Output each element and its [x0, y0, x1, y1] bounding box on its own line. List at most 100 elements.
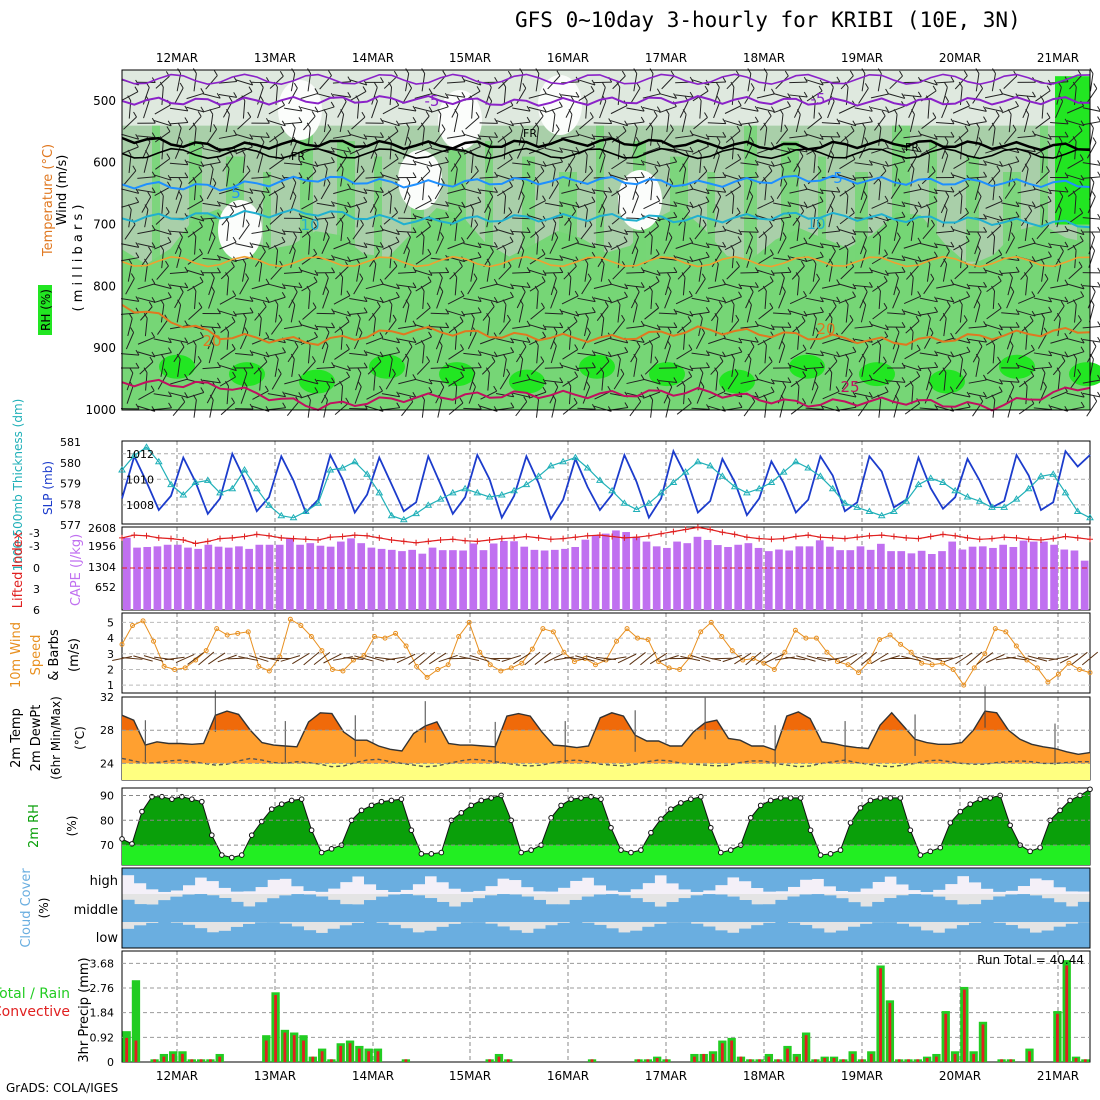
wind-barb [548, 183, 559, 200]
wind-barb [127, 263, 133, 282]
wind-barb-flag [344, 206, 349, 212]
lifted-index-marker [854, 534, 861, 541]
wind-barb-flag [312, 302, 317, 308]
wind-barb [806, 201, 824, 209]
wind-barb-flag [200, 331, 204, 338]
cloud-bar-high [376, 868, 389, 890]
wind-barb-flag [836, 118, 841, 124]
wind-barb-flag [246, 165, 251, 172]
cloud-bar-middle [400, 894, 413, 922]
wind-barb-flag [376, 246, 380, 252]
wind-barb-flag [298, 213, 303, 219]
date-label-top: 19MAR [841, 51, 883, 65]
precip-convective-bar [274, 994, 277, 1062]
wind-barb-flag [487, 204, 491, 210]
wind-barb [1041, 263, 1045, 282]
wind-barb-flag [665, 108, 670, 115]
cape-bar [418, 553, 427, 610]
cape-bar [459, 550, 467, 610]
wind-barb-flag [440, 178, 445, 184]
wind-barb [985, 161, 1003, 167]
wind-barb [448, 376, 464, 387]
wind-barb-flag [551, 108, 556, 115]
wind-barb [890, 183, 902, 199]
wind-barb-flag [200, 387, 205, 393]
wind-barb-flag [553, 327, 558, 333]
wind-barb-flag [144, 258, 148, 265]
wind-barb [467, 332, 477, 350]
wind-barb [383, 158, 399, 170]
wind-barb-flag [231, 343, 236, 350]
lifted-index-marker [707, 526, 714, 533]
precip-convective-bar [935, 1056, 938, 1062]
wind-barb [414, 93, 433, 99]
wind-barb-flag [700, 381, 705, 388]
date-label-bottom: 16MAR [547, 1069, 589, 1083]
wind-barb-flag [200, 106, 205, 113]
cloud-bar-high [158, 868, 171, 892]
wind10-marker [256, 663, 262, 669]
wind-barb [267, 228, 286, 235]
wind-barb-flag [375, 191, 380, 198]
wind-barb [911, 386, 914, 405]
wind-barb [530, 307, 545, 320]
wind-barb-flag [958, 190, 963, 197]
wind-barb-flag [542, 106, 547, 112]
wind-barb [235, 91, 253, 101]
wind-barb [402, 291, 412, 309]
wind-barb [371, 155, 378, 173]
wind-barb-flag [339, 163, 344, 169]
rh-green-streak [707, 172, 715, 262]
cloud-bar-low [291, 926, 304, 948]
wind-barb-flag [999, 270, 1003, 276]
wind-barb [893, 223, 899, 241]
wind-barb-flag [279, 260, 284, 267]
wind-barb [1087, 291, 1096, 309]
wind-barb [1020, 265, 1033, 280]
wind-barb [308, 290, 311, 309]
wind-barb [1033, 311, 1052, 316]
wind-barb-flag [950, 351, 955, 357]
precip-convective-bar [720, 1043, 724, 1062]
wind-barb [544, 257, 563, 261]
wind-barb [381, 338, 400, 344]
wind-barb-flag [232, 365, 237, 371]
wind-barb-flag [396, 391, 401, 397]
millibars-axis-label: ( m i l l i b a r s ) [71, 205, 86, 312]
thickness-marker [461, 484, 469, 492]
wind-barb-flag [312, 166, 317, 172]
wind-barb [438, 114, 442, 133]
wind-barb-flag [978, 341, 983, 347]
wind-barb [503, 250, 507, 269]
wind-barb [367, 361, 382, 375]
wind-barb-flag [395, 174, 400, 181]
wind-barb-flag [697, 149, 702, 156]
wind-barb [436, 277, 443, 296]
wind-barb-flag [508, 153, 513, 160]
wind-barb-flag [836, 76, 841, 83]
wind-barb [479, 243, 498, 248]
wind-barb [594, 337, 612, 345]
wind-barb-flag [820, 350, 824, 356]
wind-barb [545, 106, 563, 113]
thickness-marker [571, 453, 580, 461]
wind-barb-flag [346, 236, 351, 243]
wind-barb-flag [616, 81, 621, 88]
wind-barb-flag [1060, 246, 1064, 252]
lifted-index-marker [168, 535, 175, 542]
cloud-bar-high [218, 868, 232, 888]
wind-barb [253, 361, 268, 375]
wind-barb-flag [730, 190, 735, 197]
wind-barb [746, 304, 752, 323]
wind-barb-flag [800, 260, 805, 267]
wind-barb [536, 290, 539, 309]
wind-barb [710, 361, 724, 375]
wind-barb [577, 297, 596, 303]
cloud-bar-middle [690, 895, 704, 922]
wind-barb [275, 195, 278, 214]
wind-barb-flag [148, 246, 152, 253]
wind10-marker [266, 668, 272, 674]
wind-barb [682, 222, 686, 241]
wind-barb [284, 284, 302, 289]
lifted-index-marker [1001, 534, 1008, 541]
